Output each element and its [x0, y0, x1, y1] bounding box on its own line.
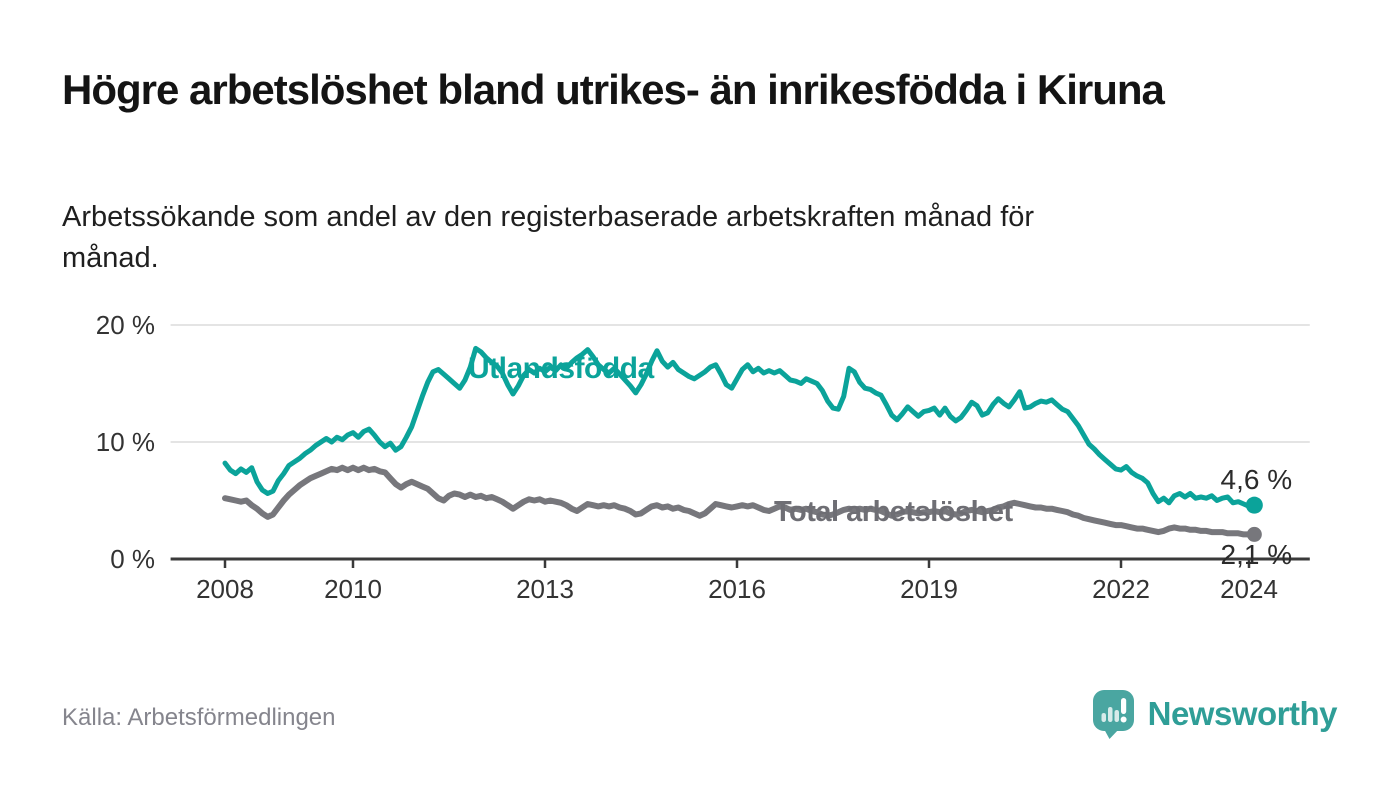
- page-title: Högre arbetslöshet bland utrikes- än inr…: [62, 66, 1165, 113]
- y-tick-label: 10 %: [95, 427, 155, 457]
- series-label-total-arbetsloshet: Total arbetslöshet: [774, 496, 1013, 528]
- series-label-utlandsfodda: Utlandsfödda: [468, 352, 654, 385]
- brand-name: Newsworthy: [1147, 695, 1338, 732]
- y-tick-label: 20 %: [95, 310, 155, 340]
- series-line-utlandsfodda: [222, 345, 1257, 509]
- series-end-value: 4,6 %: [1220, 464, 1293, 496]
- x-tick-label: 2019: [900, 574, 958, 604]
- x-tick-label: 2024: [1220, 574, 1278, 604]
- series-line-total: [222, 464, 1258, 538]
- x-tick-label: 2013: [516, 574, 574, 604]
- x-tick-label: 2022: [1092, 574, 1150, 604]
- series-end-dot: [1245, 496, 1263, 514]
- speech-bubble-bar-chart-icon: [1092, 690, 1134, 739]
- newsworthy-logo: Newsworthy: [1091, 690, 1338, 739]
- x-tick-label: 2010: [324, 574, 382, 604]
- series-end-value: 2,1 %: [1220, 539, 1293, 571]
- x-tick-label: 2008: [196, 574, 254, 604]
- x-tick-label: 2016: [708, 574, 766, 604]
- source-credit: Källa: Arbetsförmedlingen: [62, 704, 336, 731]
- y-tick-label: 0 %: [110, 544, 155, 574]
- series-end-dot: [1246, 526, 1262, 542]
- page-subtitle: Arbetssökande som andel av den registerb…: [62, 201, 1035, 274]
